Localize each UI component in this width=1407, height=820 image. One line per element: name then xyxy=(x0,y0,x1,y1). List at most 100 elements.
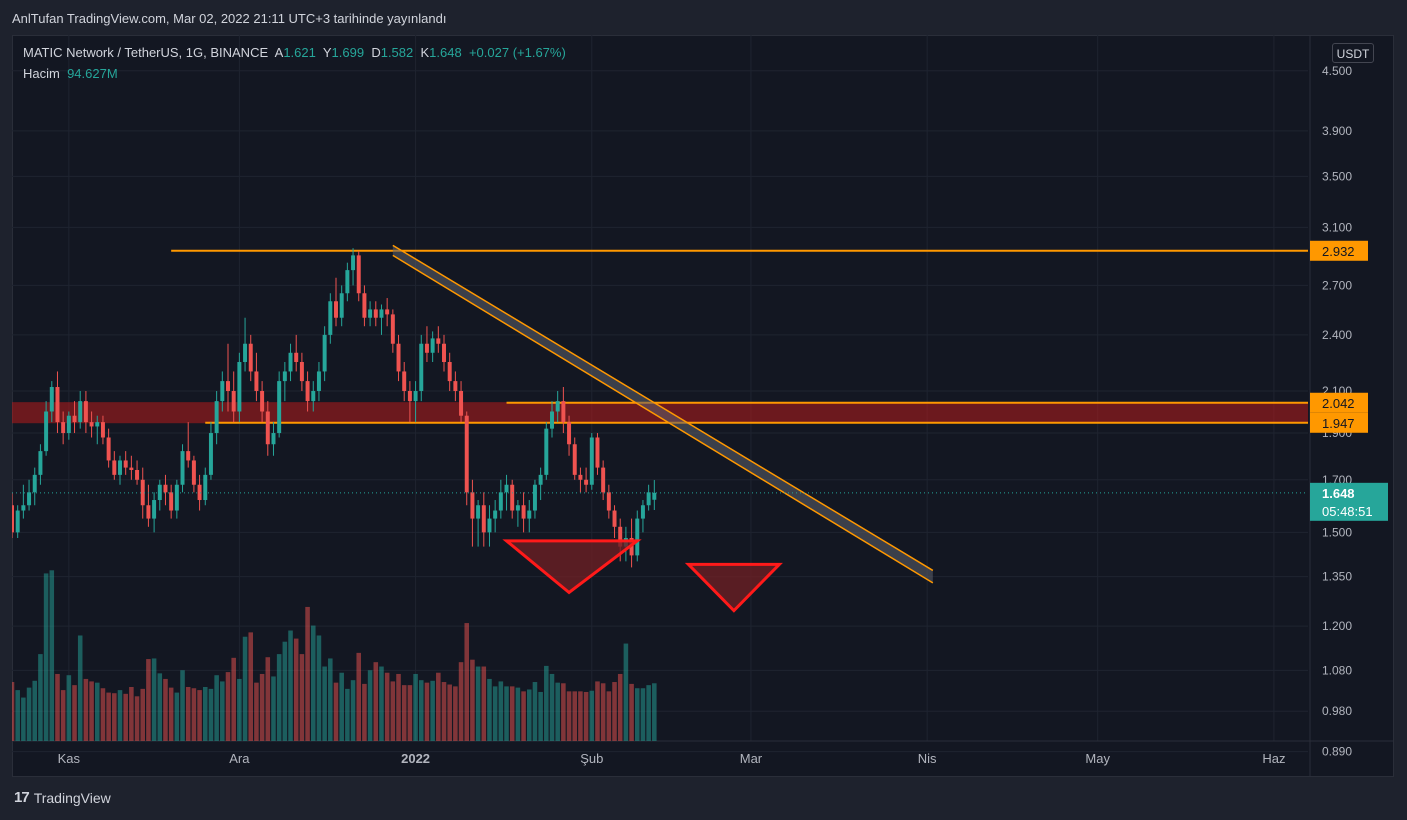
volume-bar xyxy=(589,690,595,741)
volume-bar xyxy=(202,687,208,741)
candle-body xyxy=(527,510,532,519)
volume-bar xyxy=(538,691,543,741)
footer-brand[interactable]: 17 TradingView xyxy=(14,789,111,806)
open-value: 1.621 xyxy=(283,45,316,60)
time-tick-label: Mar xyxy=(740,751,763,766)
candle-body xyxy=(112,460,117,475)
candle-body xyxy=(453,381,458,391)
price-level-label: 2.932 xyxy=(1322,244,1355,259)
candle-body xyxy=(140,479,145,506)
candle-body xyxy=(373,309,378,318)
volume-bar xyxy=(646,685,651,741)
volume-bar xyxy=(225,672,231,741)
candle-body xyxy=(487,518,492,533)
publish-line: AnlTufan TradingView.com, Mar 02, 2022 2… xyxy=(12,11,447,26)
candle-body xyxy=(589,437,594,485)
candle-body xyxy=(515,505,520,511)
candle-body xyxy=(231,390,236,412)
candle-body xyxy=(294,352,299,363)
candle-body xyxy=(157,484,162,501)
candle-body xyxy=(180,451,185,485)
candle-body xyxy=(27,492,32,506)
candle-body xyxy=(248,343,253,372)
price-tick-label: 1.350 xyxy=(1322,570,1352,584)
candle-body xyxy=(345,270,350,294)
candle-body xyxy=(379,309,384,318)
time-tick-label: May xyxy=(1085,751,1110,766)
volume-bar xyxy=(350,680,356,741)
volume-bar xyxy=(123,693,128,741)
volume-bar xyxy=(55,673,60,741)
candle-body xyxy=(316,371,321,391)
volume-bar xyxy=(458,662,464,741)
candle-body xyxy=(146,505,151,519)
volume-bar xyxy=(26,687,32,741)
currency-button[interactable]: USDT xyxy=(1332,43,1374,63)
candle-body xyxy=(254,371,259,391)
candle-body xyxy=(493,510,498,519)
candle-body xyxy=(419,343,424,391)
volume-bar xyxy=(180,670,185,741)
candle-body xyxy=(567,422,572,445)
volume-bar xyxy=(447,684,452,741)
volume-bar xyxy=(157,673,163,741)
volume-bar xyxy=(197,690,202,741)
volume-bar xyxy=(464,623,470,741)
price-tick-label: 0.980 xyxy=(1322,704,1352,718)
triangle-pattern xyxy=(684,562,783,613)
volume-bar xyxy=(265,657,271,741)
tradingview-logo-icon: 17 xyxy=(14,789,30,806)
low-label: D xyxy=(371,45,381,60)
volume-bar xyxy=(521,691,526,741)
countdown-label: 05:48:51 xyxy=(1322,504,1373,519)
volume-bar xyxy=(282,641,288,741)
volume-bar xyxy=(220,681,225,741)
volume-bar xyxy=(305,606,310,741)
candle-body xyxy=(299,362,304,382)
volume-label[interactable]: Hacim xyxy=(23,66,60,81)
price-chart[interactable]: 4.5003.9003.5003.1002.7002.4002.1001.900… xyxy=(12,35,1394,777)
volume-bar xyxy=(231,657,236,741)
volume-bar xyxy=(367,670,373,741)
candle-body xyxy=(100,422,105,438)
volume-bar xyxy=(413,673,418,741)
close-label: K xyxy=(420,45,430,60)
symbol-name[interactable]: MATIC Network / TetherUS, 1G, BINANCE xyxy=(23,45,269,60)
candle-body xyxy=(123,460,128,468)
candle-body xyxy=(305,381,310,402)
volume-bar xyxy=(640,688,646,741)
trend-channel-line xyxy=(392,244,934,572)
candle-body xyxy=(442,343,446,363)
volume-bar xyxy=(254,682,259,741)
candle-body xyxy=(152,500,157,519)
volume-bar xyxy=(174,692,180,741)
candle-body xyxy=(396,343,401,372)
candle-body xyxy=(129,467,134,471)
volume-bar xyxy=(242,636,248,741)
volume-bar xyxy=(21,697,26,741)
volume-bar xyxy=(475,666,481,741)
candle-body xyxy=(498,492,503,511)
volume-bar xyxy=(151,658,157,741)
candle-body xyxy=(186,451,191,461)
time-tick-label: Şub xyxy=(580,751,603,766)
candle-body xyxy=(191,460,196,485)
candle-body xyxy=(612,510,617,527)
volume-bar xyxy=(328,658,333,741)
candle-body xyxy=(226,381,230,391)
volume-bar xyxy=(100,688,106,741)
candle-body xyxy=(95,422,100,427)
volume-bar xyxy=(208,688,214,741)
trend-channel-line xyxy=(392,254,934,584)
candle-body xyxy=(476,505,481,519)
candle-body xyxy=(55,387,60,423)
volume-bar xyxy=(339,672,344,741)
volume-bar xyxy=(66,675,72,741)
price-tick-label: 1.200 xyxy=(1322,619,1352,633)
volume-value: 94.627M xyxy=(67,66,118,81)
candle-body xyxy=(265,411,270,445)
volume-bar xyxy=(396,673,401,741)
triangle-pattern xyxy=(502,539,642,595)
candle-body xyxy=(197,484,202,501)
volume-bar xyxy=(401,685,407,741)
